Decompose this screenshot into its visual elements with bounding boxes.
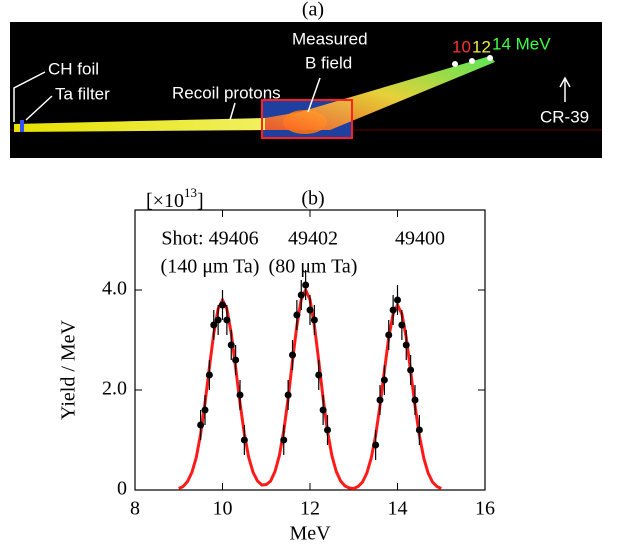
label: 10 [452,37,471,56]
annotation: 49400 [395,228,445,250]
data-point [398,321,406,329]
label: 12 [472,37,491,56]
data-point [402,341,410,349]
data-point [197,421,205,429]
data-point [205,371,213,379]
label: CH foil [48,59,99,78]
data-point [297,291,305,299]
annotation: (80 μm Ta) [269,256,358,278]
data-point [415,426,423,434]
data-point [280,436,288,444]
ta-filter [20,120,24,132]
deflected-beam [265,56,495,130]
data-point [236,391,244,399]
data-point [227,341,235,349]
spot [452,61,458,67]
data-point [385,331,393,339]
y-multiplier-base: [×10 [146,190,184,212]
chart-title: (b) [301,188,324,210]
data-point [302,281,310,289]
data-point [372,441,380,449]
y-tick-label: 2.0 [102,378,127,400]
data-point [201,406,209,414]
proton-beam [14,118,265,132]
data-point [284,391,292,399]
data-point [394,296,401,304]
y-multiplier: [×1013] [146,185,204,212]
spot [487,55,493,61]
y-axis-label: Yield / MeV [58,319,80,420]
x-tick-label: 12 [300,498,320,520]
arrows [13,71,571,122]
y-multiplier-close: ] [197,190,204,212]
spot [469,58,475,64]
data-point [293,311,301,319]
data-point [319,406,327,414]
x-tick-label: 14 [388,498,408,520]
x-axis-label: MeV [289,523,331,545]
label: CR-39 [540,107,589,126]
data-point [411,396,419,404]
x-tick-label: 16 [475,498,495,520]
data-point [389,306,397,314]
data-point [223,316,231,324]
y-multiplier-exponent: 13 [184,185,197,200]
y-tick-label: 0 [117,478,127,500]
data-point [310,316,318,324]
label: Recoil protons [172,83,281,102]
data-point [219,301,226,309]
plot-frame [134,209,486,491]
label: 14 MeV [492,34,551,53]
label: Measured [292,29,368,48]
data-point [240,436,248,444]
data-point [315,371,323,379]
data-point [214,316,222,324]
field-box [261,99,353,139]
label: B field [305,53,352,72]
data-point [380,376,388,384]
annotation: Shot: 49406 [161,228,258,250]
data-point [324,426,331,434]
data-point [210,321,218,329]
data-point [306,306,314,314]
label: Ta filter [55,84,110,103]
y-tick-label: 4.0 [102,278,127,300]
data-point [407,366,415,374]
data-point [289,351,296,359]
annotation: (140 μm Ta) [161,256,260,278]
data-point [232,356,240,364]
annotation: 49402 [288,228,338,250]
x-tick-label: 8 [130,498,140,520]
data-point [376,396,384,404]
panel-a-title: (a) [302,0,324,21]
x-tick-label: 10 [213,498,233,520]
